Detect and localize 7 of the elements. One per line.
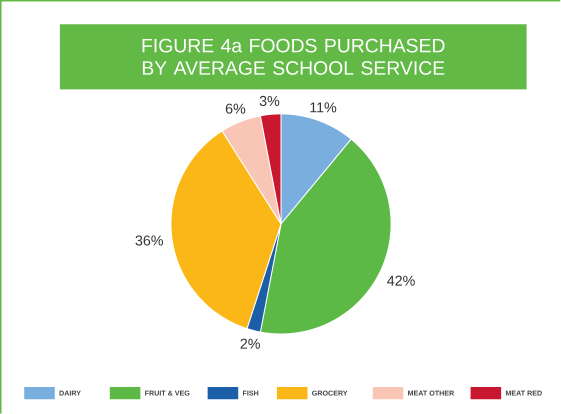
data-label: 36% xyxy=(136,235,164,246)
data-label: 6% xyxy=(226,103,246,114)
data-label: 42% xyxy=(387,276,415,286)
data-label: 3% xyxy=(260,96,280,106)
chart-title: FIGURE 4a FOODS PURCHASED BY AVERAGE SCHOOL SERVICE xyxy=(142,38,445,75)
data-label: 11% xyxy=(310,102,336,112)
data-label: 2% xyxy=(240,338,260,349)
